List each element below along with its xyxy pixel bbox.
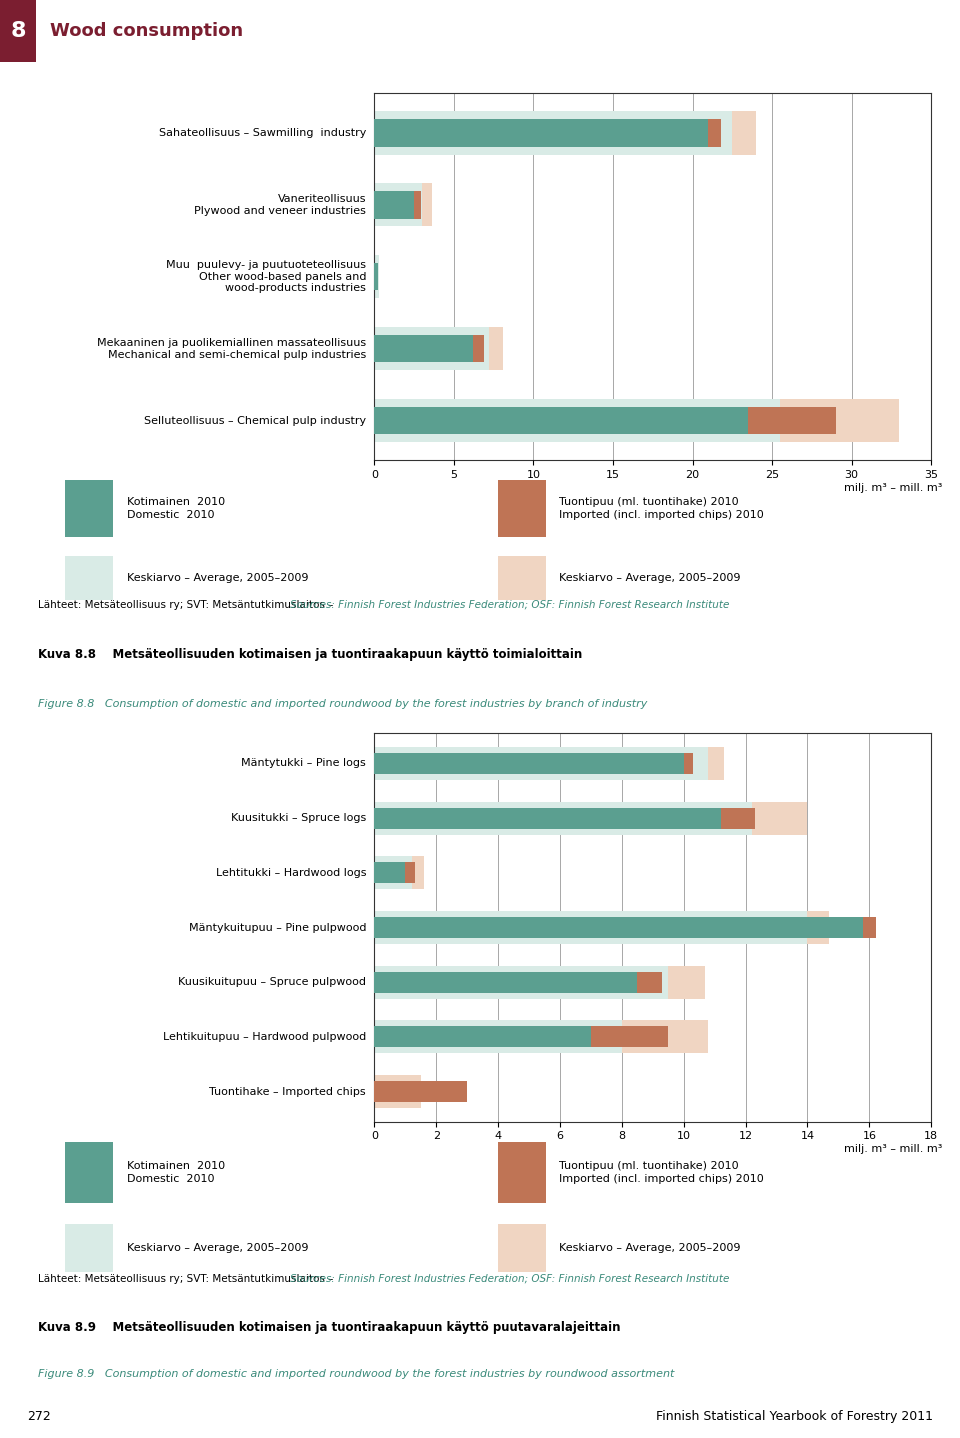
- Bar: [0, 0, 36, 62]
- Bar: [374, 184, 422, 227]
- Bar: [374, 754, 684, 774]
- Bar: [622, 1021, 708, 1053]
- Bar: [374, 1081, 468, 1102]
- Bar: [708, 119, 721, 147]
- Bar: [374, 263, 377, 290]
- Text: Kuva 8.8    Metsäteollisuuden kotimaisen ja tuontiraakapuun käyttö toimialoittai: Kuva 8.8 Metsäteollisuuden kotimaisen ja…: [38, 649, 583, 661]
- Text: Figure 8.8   Consumption of domestic and imported roundwood by the forest indust: Figure 8.8 Consumption of domestic and i…: [38, 699, 648, 709]
- Bar: [497, 555, 546, 600]
- Bar: [497, 1224, 546, 1271]
- Text: Tuontipuu (ml. tuontihake) 2010
Imported (incl. imported chips) 2010: Tuontipuu (ml. tuontihake) 2010 Imported…: [560, 1160, 764, 1185]
- Text: 272: 272: [27, 1409, 51, 1424]
- Bar: [374, 808, 721, 828]
- Text: Lähteet: Metsäteollisuus ry; SVT: Metsäntutkimuslaitos –: Lähteet: Metsäteollisuus ry; SVT: Metsän…: [38, 1274, 337, 1284]
- Bar: [374, 1027, 591, 1047]
- Bar: [414, 191, 420, 219]
- Bar: [684, 754, 693, 774]
- Bar: [374, 863, 405, 883]
- Bar: [732, 112, 756, 155]
- Text: Keskiarvo – Average, 2005–2009: Keskiarvo – Average, 2005–2009: [560, 572, 741, 582]
- Bar: [473, 335, 484, 362]
- Bar: [721, 808, 755, 828]
- Bar: [65, 1142, 113, 1204]
- Bar: [497, 1142, 546, 1204]
- Text: Kuva 8.9    Metsäteollisuuden kotimaisen ja tuontiraakapuun käyttö puutavaralaje: Kuva 8.9 Metsäteollisuuden kotimaisen ja…: [38, 1320, 621, 1333]
- Text: Sources: Finnish Forest Industries Federation; OSF: Finnish Forest Research Inst: Sources: Finnish Forest Industries Feder…: [290, 1274, 730, 1284]
- Bar: [374, 400, 780, 443]
- Bar: [374, 191, 414, 219]
- Bar: [422, 184, 432, 227]
- X-axis label: milj. m³ – mill. m³: milj. m³ – mill. m³: [844, 483, 943, 493]
- Bar: [374, 748, 708, 779]
- Text: Lähteet: Metsäteollisuus ry; SVT: Metsäntutkimuslaitos –: Lähteet: Metsäteollisuus ry; SVT: Metsän…: [38, 600, 337, 610]
- Text: Finnish Statistical Yearbook of Forestry 2011: Finnish Statistical Yearbook of Forestry…: [656, 1409, 933, 1424]
- Text: Tuontipuu (ml. tuontihake) 2010
Imported (incl. imported chips) 2010: Tuontipuu (ml. tuontihake) 2010 Imported…: [560, 496, 764, 519]
- Bar: [374, 112, 732, 155]
- Text: Keskiarvo – Average, 2005–2009: Keskiarvo – Average, 2005–2009: [560, 1242, 741, 1252]
- Bar: [748, 407, 836, 434]
- Bar: [807, 912, 829, 943]
- Bar: [374, 1021, 622, 1053]
- Bar: [637, 972, 662, 992]
- Bar: [374, 335, 473, 362]
- Bar: [374, 119, 708, 147]
- X-axis label: milj. m³ – mill. m³: milj. m³ – mill. m³: [844, 1145, 943, 1155]
- Bar: [65, 555, 113, 600]
- Text: Figure 8.9   Consumption of domestic and imported roundwood by the forest indust: Figure 8.9 Consumption of domestic and i…: [38, 1369, 675, 1379]
- Bar: [412, 857, 424, 889]
- Bar: [497, 480, 546, 536]
- Text: Keskiarvo – Average, 2005–2009: Keskiarvo – Average, 2005–2009: [127, 1242, 308, 1252]
- Bar: [65, 480, 113, 536]
- Bar: [374, 857, 412, 889]
- Text: Sources: Finnish Forest Industries Federation; OSF: Finnish Forest Research Inst: Sources: Finnish Forest Industries Feder…: [290, 600, 730, 610]
- Text: 8: 8: [11, 22, 26, 40]
- Bar: [489, 328, 503, 371]
- Bar: [65, 1224, 113, 1271]
- Bar: [374, 966, 668, 998]
- Bar: [780, 400, 900, 443]
- Bar: [374, 328, 489, 371]
- Bar: [374, 972, 637, 992]
- Bar: [668, 966, 706, 998]
- Text: Kotimainen  2010
Domestic  2010: Kotimainen 2010 Domestic 2010: [127, 496, 225, 519]
- Text: Keskiarvo – Average, 2005–2009: Keskiarvo – Average, 2005–2009: [127, 572, 308, 582]
- Bar: [374, 407, 748, 434]
- Bar: [374, 256, 379, 299]
- Bar: [374, 917, 863, 938]
- Bar: [708, 748, 724, 779]
- Text: Kotimainen  2010
Domestic  2010: Kotimainen 2010 Domestic 2010: [127, 1160, 225, 1185]
- Bar: [374, 912, 807, 943]
- Bar: [863, 917, 876, 938]
- Bar: [405, 863, 415, 883]
- Bar: [374, 802, 752, 834]
- Bar: [752, 802, 807, 834]
- Bar: [374, 1076, 420, 1107]
- Text: Wood consumption: Wood consumption: [50, 22, 243, 40]
- Bar: [591, 1027, 668, 1047]
